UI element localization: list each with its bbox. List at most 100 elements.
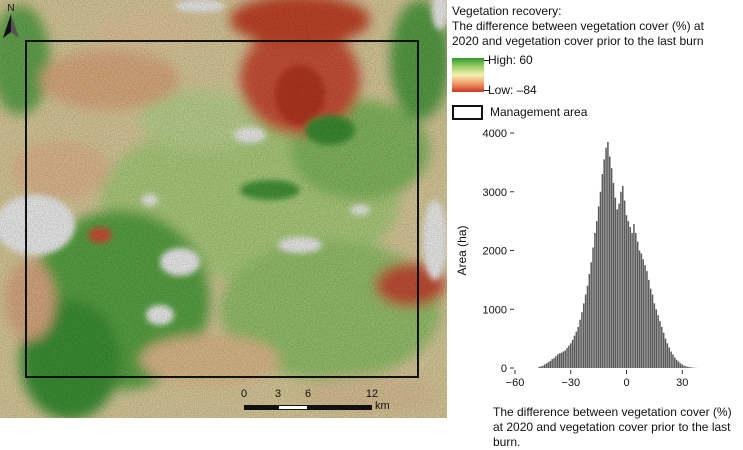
histogram-bar xyxy=(558,353,561,368)
scale-tick-6: 6 xyxy=(304,388,312,400)
histogram-bar xyxy=(549,360,552,368)
histogram-bar xyxy=(633,224,635,368)
histogram-bar xyxy=(661,326,663,368)
x-tick-label: −60 xyxy=(506,377,525,389)
management-area-box xyxy=(25,40,419,378)
histogram-bar xyxy=(540,366,542,368)
histogram-bar xyxy=(594,232,596,368)
histogram-bar xyxy=(675,359,678,368)
histogram-bar xyxy=(623,200,626,368)
histogram-bar xyxy=(687,366,689,368)
scale-tick-3: 3 xyxy=(274,388,282,400)
histogram-bar xyxy=(543,364,546,368)
histogram-bar xyxy=(622,185,624,368)
histogram-bar xyxy=(569,343,572,368)
histogram-bar xyxy=(568,345,570,368)
histogram-bar xyxy=(564,350,566,368)
histogram-bar xyxy=(627,221,630,368)
histogram-bar xyxy=(612,182,615,368)
histogram-bar xyxy=(588,274,591,368)
histogram-bar xyxy=(662,332,665,368)
histogram-bar xyxy=(688,367,691,368)
histogram-bar xyxy=(649,288,652,368)
histogram-bar xyxy=(573,335,576,368)
histogram-bar xyxy=(620,191,622,368)
histogram-bar xyxy=(610,168,613,368)
legend-title: Vegetation recovery: The difference betw… xyxy=(452,4,742,49)
y-tick-label: 3000 xyxy=(483,187,507,199)
histogram-bar xyxy=(586,285,589,368)
legend-low-label: Low: –84 xyxy=(488,83,537,97)
histogram-bar xyxy=(571,339,574,368)
histogram-bar xyxy=(560,352,563,368)
vegetation-map: N 0 3 6 12 km xyxy=(0,0,447,418)
histogram-bar xyxy=(629,227,631,368)
scale-bar: 0 3 6 12 km xyxy=(236,388,396,418)
histogram-bar xyxy=(601,174,604,368)
histogram-bar xyxy=(551,359,553,368)
histogram-bar xyxy=(545,363,548,368)
histogram-bar xyxy=(666,343,669,368)
legend-tick-high xyxy=(484,60,489,61)
legend-title-line-3: 2020 and vegetation cover prior to the l… xyxy=(452,34,704,48)
scale-tick-0: 0 xyxy=(240,388,248,400)
x-tick-label: 0 xyxy=(623,377,629,389)
histogram-bar xyxy=(640,253,643,368)
histogram-bar xyxy=(618,203,620,368)
histogram-bar xyxy=(538,366,540,368)
histogram-bar xyxy=(603,159,605,368)
legend-high-label: High: 60 xyxy=(488,53,533,67)
svg-text:N: N xyxy=(7,3,14,14)
histogram-bar xyxy=(607,141,609,368)
histogram-bar xyxy=(690,367,693,368)
y-tick-label: 2000 xyxy=(483,246,507,258)
histogram-bar xyxy=(553,358,555,368)
histogram-bar xyxy=(577,326,579,368)
legend-title-line-2: The difference between vegetation cover … xyxy=(452,19,704,33)
histogram-bar xyxy=(599,191,602,368)
histogram-bar xyxy=(668,347,671,368)
histogram-bar xyxy=(681,364,684,368)
north-arrow-icon: N xyxy=(3,3,19,38)
histogram-bar xyxy=(605,147,607,368)
histogram-bar xyxy=(566,348,568,368)
legend-management-area-label: Management area xyxy=(490,105,588,119)
histogram-bar xyxy=(614,197,617,368)
histogram-bar xyxy=(597,206,600,368)
histogram-bar xyxy=(638,250,641,368)
scale-segment-1 xyxy=(244,405,278,410)
legend-tick-low xyxy=(484,90,489,91)
histogram-bar xyxy=(685,366,687,368)
histogram-bar xyxy=(631,232,633,368)
histogram-bar xyxy=(555,356,557,368)
histogram-bar xyxy=(642,259,644,368)
histogram-bar xyxy=(562,351,565,368)
map-raster xyxy=(0,0,447,418)
histogram-bar xyxy=(677,361,680,368)
histogram-bar xyxy=(644,265,646,368)
scale-tick-12: 12 xyxy=(365,388,379,400)
scale-segment-3 xyxy=(308,405,372,410)
histogram-bar xyxy=(542,365,544,368)
histogram-bar xyxy=(556,354,559,368)
legend-title-line-1: Vegetation recovery: xyxy=(452,4,562,18)
histogram-bar xyxy=(679,363,682,368)
y-tick-label: 0 xyxy=(501,363,507,375)
histogram-bar xyxy=(636,241,639,368)
y-axis-label: Area (ha) xyxy=(455,225,469,275)
y-tick-label: 4000 xyxy=(483,128,507,140)
histogram-bar xyxy=(625,215,628,368)
histogram-bar xyxy=(646,271,648,368)
histogram-bar xyxy=(657,315,659,368)
scale-unit: km xyxy=(375,400,390,412)
histogram-chart: −60 −30 0 30 0 1000 2000 3000 4000 Area (ha) xyxy=(455,128,698,389)
histogram-bar xyxy=(547,362,550,368)
histogram-bar xyxy=(655,309,657,368)
histogram-bar xyxy=(582,303,585,368)
histogram-bar xyxy=(579,319,581,368)
x-tick-label: 30 xyxy=(676,377,688,389)
histogram-bar xyxy=(635,232,637,368)
histogram-bar xyxy=(683,365,685,368)
legend-color-ramp xyxy=(452,58,484,92)
histogram-bar xyxy=(672,354,674,368)
